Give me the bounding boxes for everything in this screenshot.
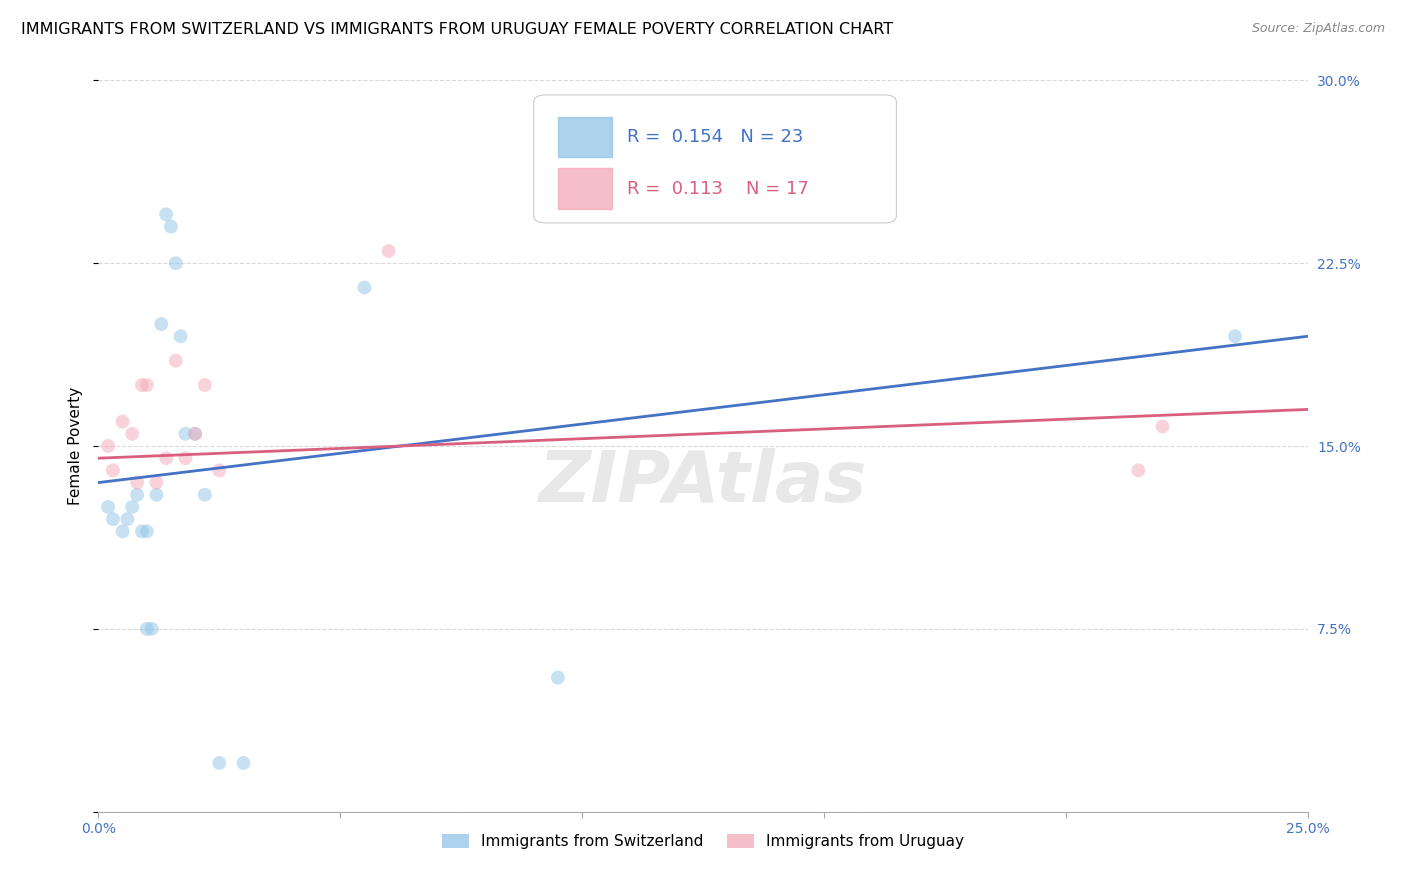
Point: [155, 451, 177, 466]
Point: [194, 378, 217, 392]
Point: [547, 671, 569, 685]
Point: [121, 500, 143, 514]
Point: [131, 378, 153, 392]
Point: [97, 500, 120, 514]
Point: [232, 756, 254, 770]
Point: [127, 475, 149, 490]
Point: [145, 488, 167, 502]
Point: [169, 329, 191, 343]
Point: [135, 378, 157, 392]
Point: [208, 756, 231, 770]
Point: [1128, 463, 1150, 477]
Point: [155, 207, 177, 221]
Text: Source: ZipAtlas.com: Source: ZipAtlas.com: [1251, 22, 1385, 36]
FancyBboxPatch shape: [534, 95, 897, 223]
Point: [165, 353, 187, 368]
Bar: [558, 169, 613, 209]
Point: [111, 524, 134, 539]
Y-axis label: Female Poverty: Female Poverty: [67, 387, 83, 505]
Point: [135, 622, 157, 636]
Point: [160, 219, 183, 234]
Point: [184, 426, 207, 441]
Point: [353, 280, 375, 294]
Point: [141, 622, 163, 636]
Point: [131, 524, 153, 539]
Point: [145, 475, 167, 490]
Point: [117, 512, 139, 526]
Point: [1223, 329, 1246, 343]
Text: R =  0.154   N = 23: R = 0.154 N = 23: [627, 128, 803, 146]
Point: [150, 317, 173, 331]
Text: IMMIGRANTS FROM SWITZERLAND VS IMMIGRANTS FROM URUGUAY FEMALE POVERTY CORRELATIO: IMMIGRANTS FROM SWITZERLAND VS IMMIGRANT…: [21, 22, 893, 37]
Point: [101, 512, 124, 526]
Point: [208, 463, 231, 477]
Text: ZIPAtlas: ZIPAtlas: [538, 448, 868, 517]
Point: [194, 488, 217, 502]
Point: [101, 463, 124, 477]
Point: [1152, 419, 1174, 434]
Point: [121, 426, 143, 441]
Point: [174, 451, 197, 466]
Text: R =  0.113    N = 17: R = 0.113 N = 17: [627, 179, 808, 197]
Point: [111, 415, 134, 429]
Legend: Immigrants from Switzerland, Immigrants from Uruguay: Immigrants from Switzerland, Immigrants …: [436, 828, 970, 855]
Point: [174, 426, 197, 441]
Point: [165, 256, 187, 270]
Point: [377, 244, 399, 258]
Point: [184, 426, 207, 441]
Point: [135, 524, 157, 539]
Point: [97, 439, 120, 453]
Point: [127, 488, 149, 502]
Bar: [558, 117, 613, 158]
